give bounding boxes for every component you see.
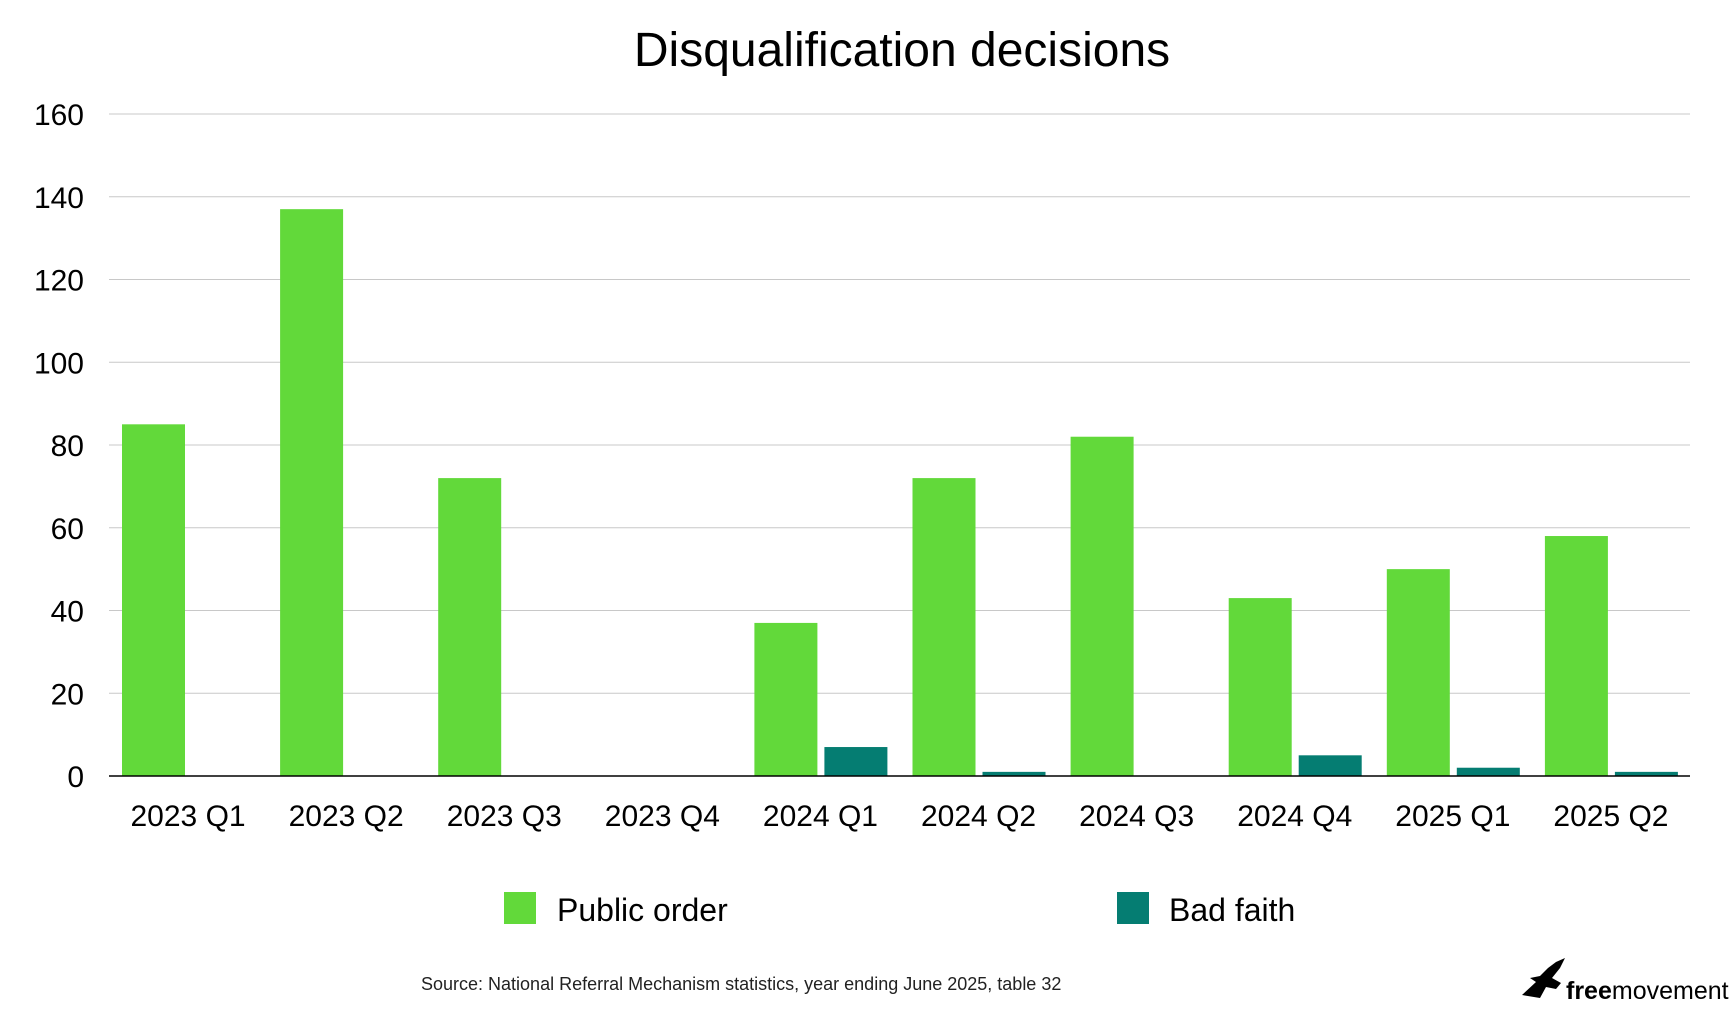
bird-icon	[1522, 958, 1565, 998]
bar-public-order	[754, 622, 818, 776]
freemovement-logo: freemovement	[1522, 958, 1729, 1005]
bar-public-order	[280, 209, 344, 777]
y-tick-label: 40	[51, 596, 84, 629]
legend-label-public-order: Public order	[557, 892, 728, 928]
source-note: Source: National Referral Mechanism stat…	[421, 974, 1061, 994]
bar-public-order	[1386, 569, 1450, 776]
legend-swatch-bad-faith	[1117, 892, 1149, 924]
chart-title: Disqualification decisions	[634, 24, 1170, 77]
x-tick-label: 2024 Q2	[921, 800, 1036, 833]
bar-public-order	[912, 478, 976, 776]
y-tick-label: 160	[34, 99, 84, 132]
bar-public-order	[122, 424, 185, 776]
legend: Public order Bad faith	[504, 892, 1295, 928]
bar-public-order	[438, 478, 502, 776]
bar-bad-faith	[982, 771, 1046, 776]
y-tick-label: 100	[34, 347, 84, 380]
y-tick-label: 60	[51, 513, 84, 546]
legend-swatch-public-order	[504, 892, 536, 924]
x-tick-label: 2023 Q3	[447, 800, 562, 833]
y-tick-label: 20	[51, 678, 84, 711]
logo-wordmark: freemovement	[1566, 977, 1729, 1005]
x-tick-label: 2023 Q4	[605, 800, 720, 833]
x-tick-label: 2025 Q2	[1553, 800, 1668, 833]
bar-public-order	[1544, 536, 1608, 776]
x-tick-label: 2025 Q1	[1395, 800, 1510, 833]
y-tick-label: 0	[67, 761, 84, 794]
bars	[122, 209, 1678, 777]
bar-public-order	[1070, 436, 1134, 776]
x-tick-label: 2024 Q4	[1237, 800, 1352, 833]
x-tick-label: 2023 Q2	[289, 800, 404, 833]
legend-label-bad-faith: Bad faith	[1169, 892, 1295, 928]
bar-bad-faith	[1614, 771, 1678, 776]
x-axis-ticks: 2023 Q1 2023 Q2 2023 Q3 2023 Q4 2024 Q1 2024 …	[131, 800, 1669, 833]
y-tick-label: 80	[51, 430, 84, 463]
bar-bad-faith	[1298, 755, 1362, 776]
gridlines	[109, 113, 1690, 694]
bar-public-order	[1228, 598, 1292, 776]
bar-bad-faith	[1456, 767, 1520, 776]
y-axis-ticks: 0 20 40 60 80 100 120 140 160	[34, 99, 84, 794]
x-tick-label: 2024 Q3	[1079, 800, 1194, 833]
x-tick-label: 2023 Q1	[131, 800, 246, 833]
x-tick-label: 2024 Q1	[763, 800, 878, 833]
y-tick-label: 120	[34, 265, 84, 298]
y-tick-label: 140	[34, 182, 84, 215]
bar-bad-faith	[824, 747, 888, 776]
